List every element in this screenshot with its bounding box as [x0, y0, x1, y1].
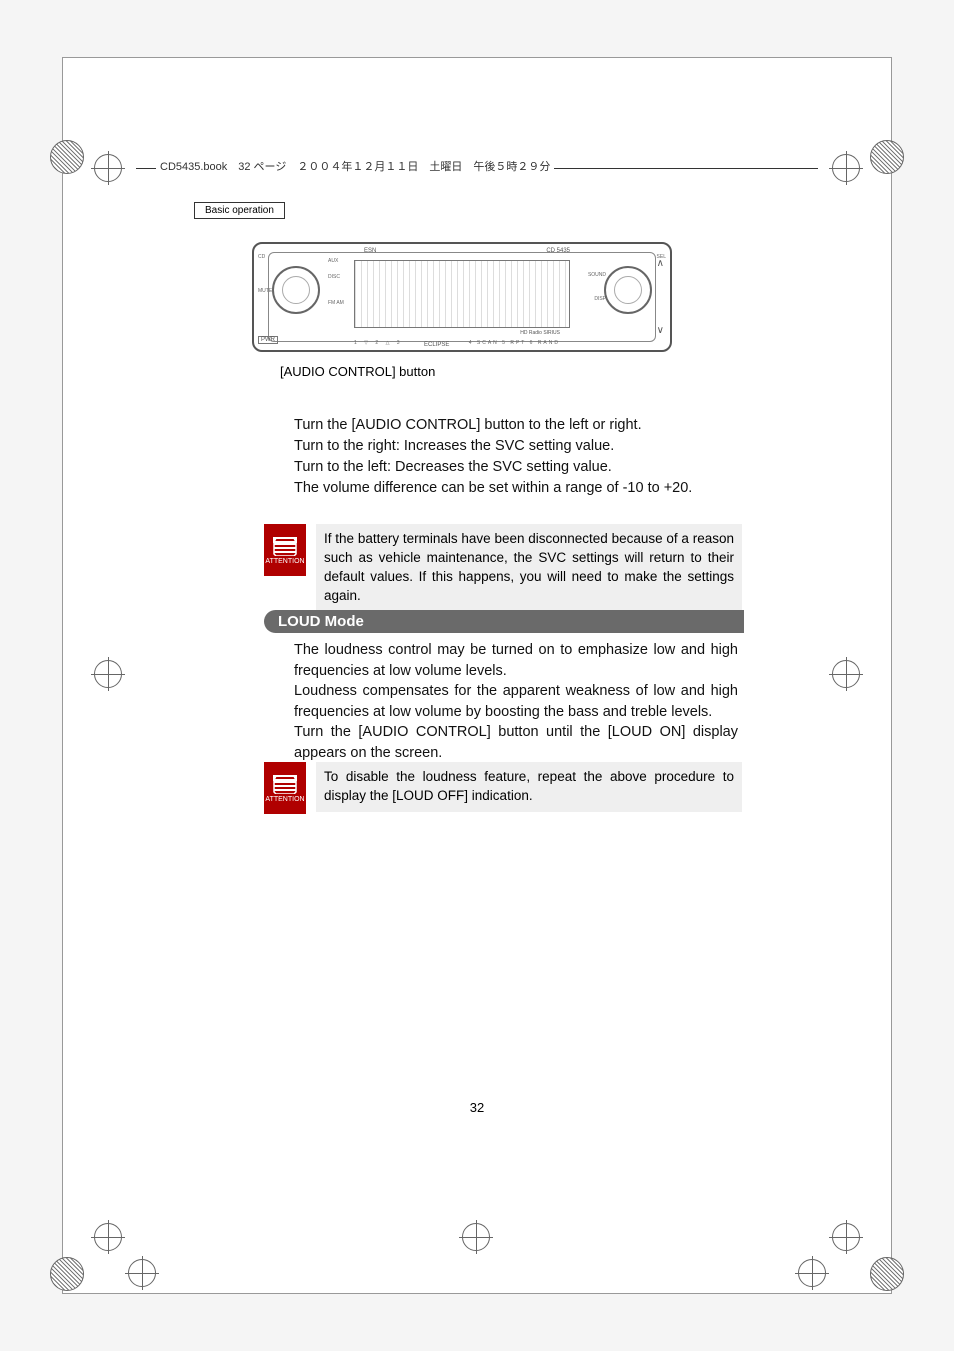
device-presets-right: 4 SCAN 5 RPT 6 RAND	[469, 340, 560, 346]
reg-mark-hatch	[870, 1257, 904, 1291]
body-para: Loudness compensates for the apparent we…	[294, 681, 738, 722]
reg-mark-hatch	[50, 1257, 84, 1291]
attention-text: If the battery terminals have been disco…	[316, 524, 742, 612]
body-text-1: Turn the [AUDIO CONTROL] button to the l…	[294, 415, 738, 499]
section-label: Basic operation	[194, 202, 285, 219]
reg-mark-cross	[94, 1223, 122, 1251]
device-disc: DISC	[328, 274, 340, 280]
device-brand: ECLIPSE	[424, 342, 449, 348]
device-pwr: PWR	[258, 336, 278, 344]
device-disp: DISP	[594, 296, 606, 302]
reg-mark-cross	[94, 660, 122, 688]
attention-box-1: ATTENTION If the battery terminals have …	[264, 524, 742, 612]
reg-mark-cross	[94, 154, 122, 182]
left-knob	[272, 266, 320, 314]
device-hd: HD Radio SIRIUS	[520, 330, 560, 336]
running-head: CD5435.book 32 ページ ２００４年１２月１１日 土曜日 午後５時２…	[156, 158, 554, 174]
body-line: Turn to the left: Decreases the SVC sett…	[294, 457, 738, 478]
reg-mark-cross	[462, 1223, 490, 1251]
right-knob	[604, 266, 652, 314]
figure-caption: [AUDIO CONTROL] button	[280, 364, 435, 379]
reg-mark-hatch	[50, 140, 84, 174]
device-illustration: ESN CD 5435 ECLIPSE HD Radio SIRIUS PWR …	[252, 242, 672, 352]
section-header-loud: LOUD Mode	[264, 610, 744, 633]
reg-mark-cross	[798, 1259, 826, 1287]
arrow-down-icon: ∨	[657, 325, 664, 336]
body-line: The volume difference can be set within …	[294, 478, 738, 499]
device-mute: MUTE	[258, 288, 272, 294]
attention-label: ATTENTION	[265, 558, 304, 565]
body-line: Turn to the right: Increases the SVC set…	[294, 436, 738, 457]
reg-mark-hatch	[870, 140, 904, 174]
reg-mark-cross	[832, 154, 860, 182]
attention-text: To disable the loudness feature, repeat …	[316, 762, 742, 812]
arrow-up-icon: ∧	[657, 258, 664, 269]
attention-label: ATTENTION	[265, 796, 304, 803]
device-aux: AUX	[328, 258, 338, 264]
device-model: CD 5435	[546, 248, 570, 254]
page-number: 32	[0, 1100, 954, 1115]
device-fm: FM AM	[328, 300, 344, 306]
device-sound: SOUND	[588, 272, 606, 278]
body-para: Turn the [AUDIO CONTROL] button until th…	[294, 722, 738, 763]
device-logo: ESN	[364, 248, 376, 254]
attention-icon: ATTENTION	[264, 524, 306, 576]
device-cd: CD	[258, 254, 265, 260]
device-presets-left: 1 ▽ 2 △ 3	[354, 340, 403, 346]
reg-mark-cross	[832, 660, 860, 688]
body-line: Turn the [AUDIO CONTROL] button to the l…	[294, 415, 738, 436]
attention-box-2: ATTENTION To disable the loudness featur…	[264, 762, 742, 814]
reg-mark-cross	[832, 1223, 860, 1251]
body-text-2: The loudness control may be turned on to…	[294, 640, 738, 763]
body-para: The loudness control may be turned on to…	[294, 640, 738, 681]
attention-icon: ATTENTION	[264, 762, 306, 814]
reg-mark-cross	[128, 1259, 156, 1287]
device-lcd	[354, 260, 570, 328]
